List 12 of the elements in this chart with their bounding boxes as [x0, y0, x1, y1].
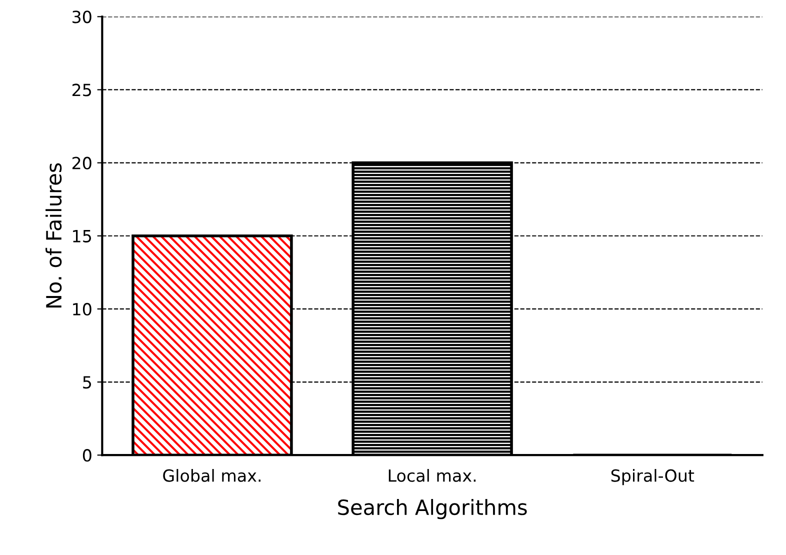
y-axis-title: No. of Failures [46, 163, 62, 308]
y-tick-label: 30 [72, 10, 92, 24]
y-tick-label: 15 [73, 230, 91, 242]
y-tick-label: 0 [82, 449, 92, 462]
x-tick-label: Local max. [388, 468, 476, 482]
y-tick-label: 20 [72, 156, 92, 170]
y-tick-label: 10 [73, 302, 92, 316]
y-tick-label: 5 [83, 376, 91, 389]
x-axis-title: Search Algorithms [338, 499, 527, 520]
x-tick-label: Spiral-Out [611, 468, 694, 486]
x-tick-label: Global max. [163, 468, 260, 482]
y-tick-label: 25 [72, 84, 91, 96]
